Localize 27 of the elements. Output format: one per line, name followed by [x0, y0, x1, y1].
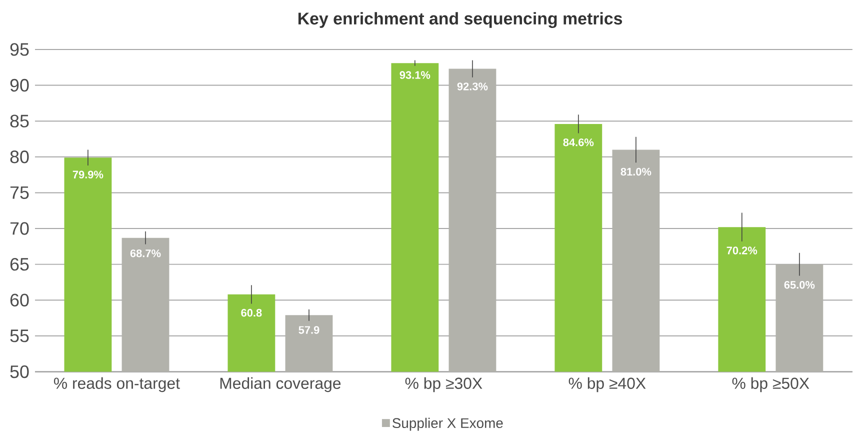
y-tick-label: 50 [10, 366, 29, 378]
data-label: 84.6% [563, 138, 594, 146]
x-tick-label: % bp ≥30X [405, 377, 482, 392]
y-tick-label: 85 [10, 114, 29, 128]
x-tick-label: Median coverage [220, 377, 341, 392]
data-label: 60.8 [241, 309, 262, 317]
data-label: 81.0% [620, 168, 652, 176]
y-tick-label: 90 [10, 79, 29, 92]
y-tick-label: 95 [10, 43, 29, 56]
data-label: 79.9% [72, 170, 104, 179]
y-tick-label: 80 [10, 150, 29, 164]
legend-label: Supplier X Exome [392, 418, 503, 431]
x-tick-label: % bp ≥40X [568, 377, 646, 392]
data-label: 93.1% [400, 71, 430, 80]
data-label: 70.2% [726, 246, 758, 254]
y-tick-label: 60 [10, 294, 29, 307]
data-label: 92.3% [457, 82, 488, 91]
data-label: 68.7% [130, 250, 161, 258]
data-label: 65.0% [784, 281, 815, 289]
x-tick-label: % bp ≥50X [732, 377, 810, 392]
y-tick-label: 65 [10, 258, 29, 271]
x-tick-label: % reads on-target [54, 377, 180, 392]
y-tick-label: 70 [10, 222, 29, 235]
y-tick-label: 75 [10, 186, 29, 200]
y-tick-label: 55 [10, 330, 29, 342]
data-label: 57.9 [298, 326, 320, 334]
chart-title: Key enrichment and sequencing metrics [298, 12, 622, 28]
